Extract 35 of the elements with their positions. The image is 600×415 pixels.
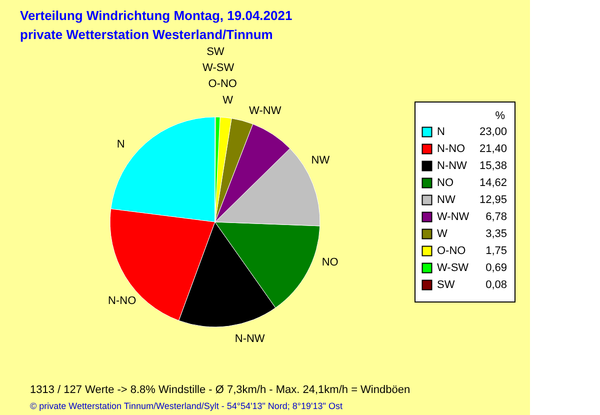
slice-label: N-NO <box>108 295 137 308</box>
data-label: 3,35 <box>486 228 507 240</box>
legend-label: SW <box>437 279 456 291</box>
legend-label: W-SW <box>437 262 470 274</box>
legend-label: W-NW <box>437 211 470 223</box>
data-label: 15,38 <box>479 160 507 172</box>
slice-label: NO <box>322 256 339 269</box>
text: © private Wetterstation Tinnum/Westerland/Sylt - 54°54'13" Nord; 8°19'13" Ost <box>30 401 343 411</box>
data-label: 23,00 <box>479 126 507 138</box>
data-label: 14,62 <box>479 177 507 189</box>
chart-subtitle: private Wetterstation Westerland/Tinnum <box>20 27 273 42</box>
legend-label: O-NO <box>437 245 466 257</box>
legend-title: % <box>495 110 506 122</box>
slice-label: N <box>116 138 125 150</box>
category-label: SW <box>206 46 224 58</box>
data-label: 12,95 <box>479 194 507 206</box>
legend-label: N-NW <box>437 160 468 172</box>
slice-label: O-NO <box>208 78 238 90</box>
slice-label: N-NW <box>234 332 266 345</box>
chart-title: Verteilung Windrichtung Montag, 19.04.2021 <box>20 8 292 23</box>
slice-label: NW <box>311 154 330 167</box>
legend-label: NO <box>437 177 454 189</box>
data-label: 0,08 <box>486 279 507 291</box>
legend-label: N-NO <box>437 143 466 155</box>
legend-label: N <box>437 126 445 138</box>
category-label: W-SW <box>202 62 234 74</box>
data-label: 1,75 <box>486 245 507 257</box>
legend-label: NW <box>437 194 456 206</box>
data-label: 21,40 <box>479 143 507 155</box>
legend-label: W <box>437 228 448 240</box>
slice-label: W-NW <box>249 104 282 117</box>
data-label: 0,69 <box>486 262 507 274</box>
data-label: 6,78 <box>486 211 507 223</box>
slice-label: W <box>222 94 234 107</box>
text: 1313 / 127 Werte -> 8.8% Windstille - Ø 7,3km/h - Max. 24,1km/h = Windböen <box>30 384 410 396</box>
